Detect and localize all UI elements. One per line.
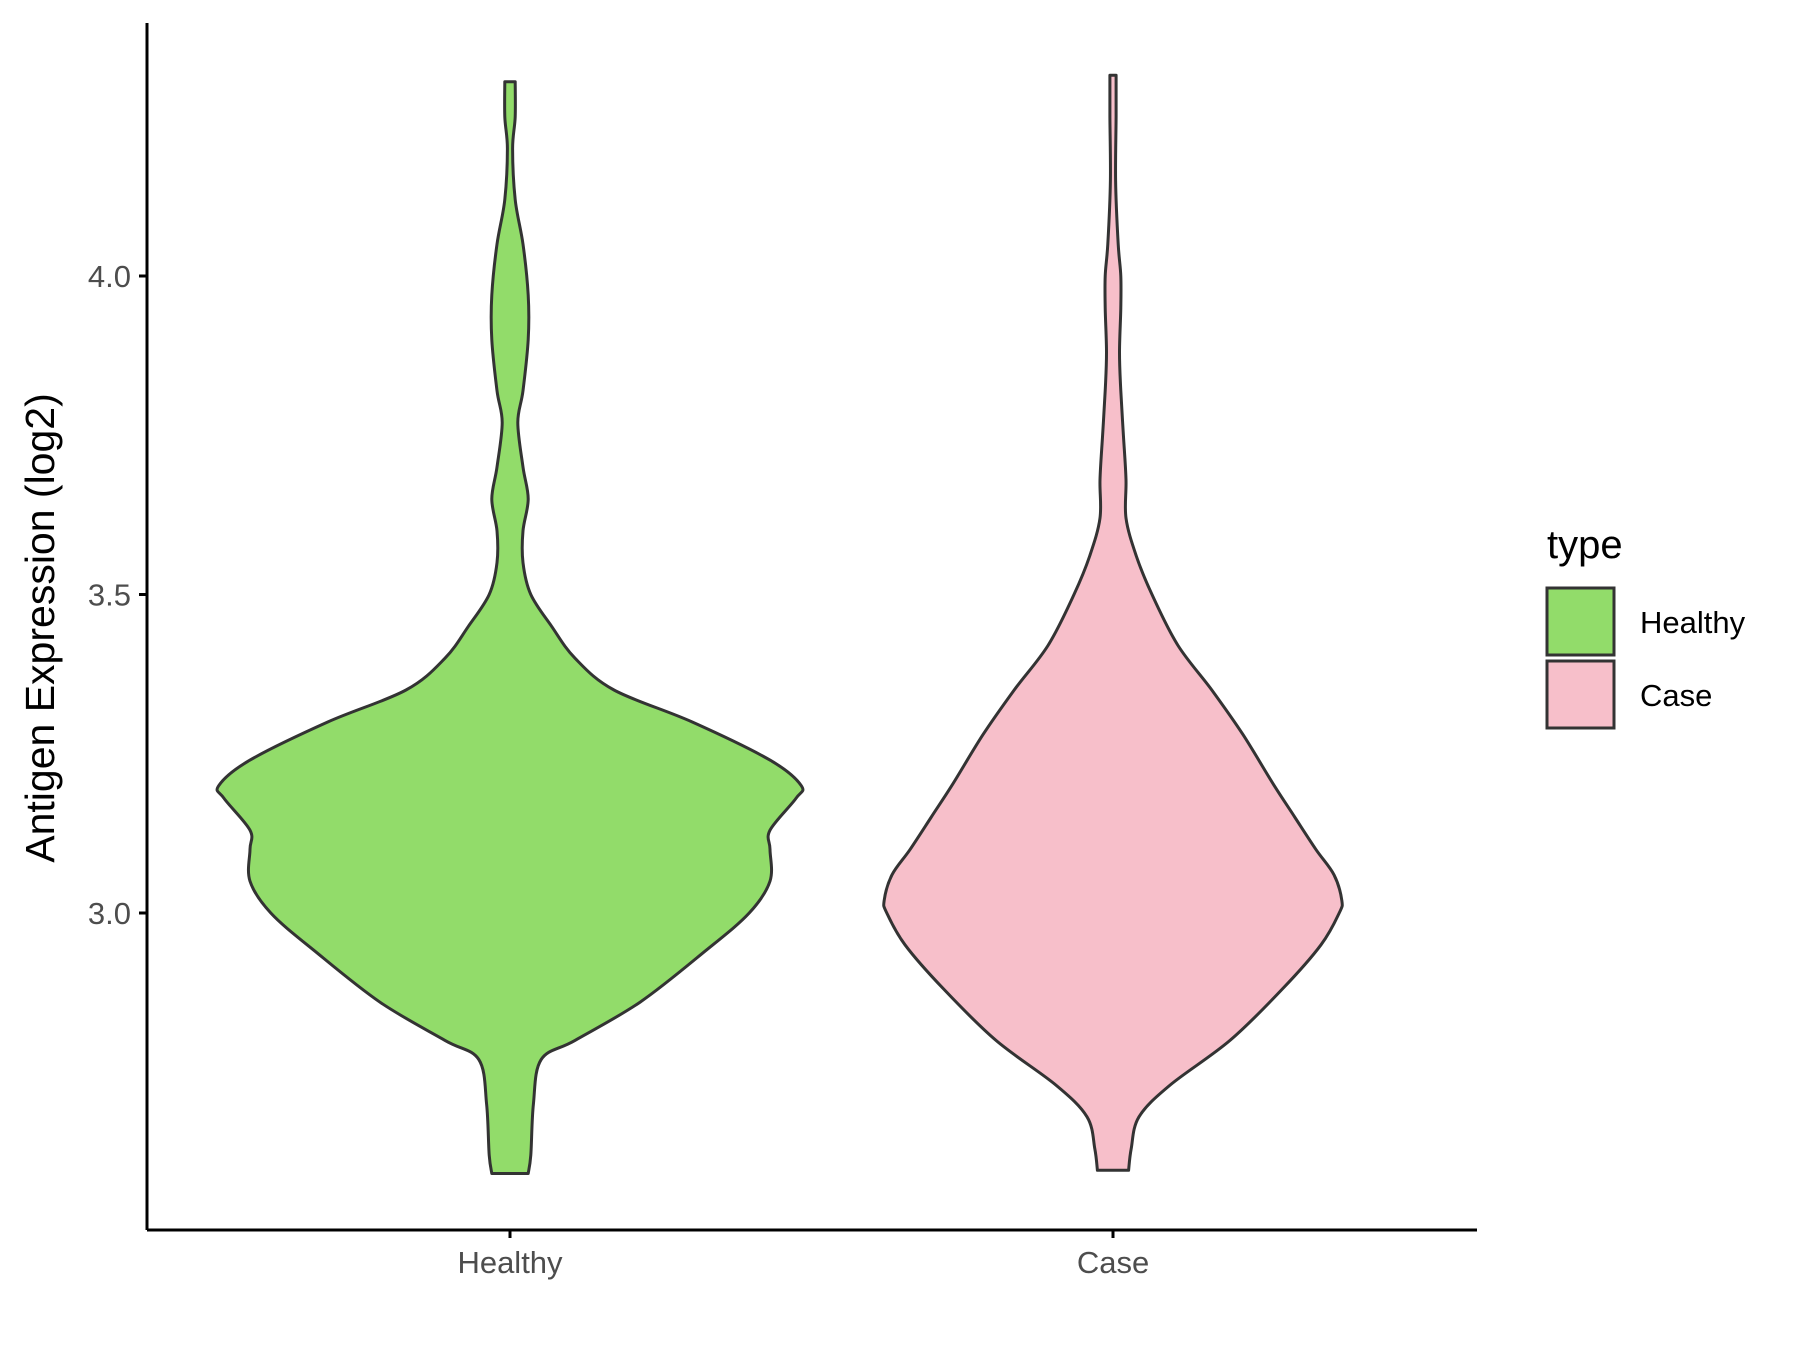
legend-title: type (1547, 523, 1623, 567)
violin-case (882, 73, 1344, 1172)
violin-healthy (215, 80, 805, 1175)
x-tick-label: Case (1077, 1245, 1149, 1280)
violins-layer (215, 73, 1344, 1175)
y-ticks: 3.0 3.5 4.0 (88, 259, 147, 931)
legend: type Healthy Case (1545, 523, 1746, 730)
x-tick-label: Healthy (457, 1245, 563, 1280)
y-axis-title: Antigen Expression (log2) (17, 393, 63, 862)
legend-label-healthy: Healthy (1640, 605, 1746, 640)
x-ticks: Healthy Case (457, 1230, 1149, 1280)
y-tick-label: 3.0 (88, 896, 131, 931)
legend-label-case: Case (1640, 678, 1712, 713)
y-tick-label: 4.0 (88, 259, 131, 294)
legend-key-case (1545, 659, 1616, 730)
y-tick-label: 3.5 (88, 578, 131, 613)
legend-key-healthy (1545, 586, 1616, 657)
